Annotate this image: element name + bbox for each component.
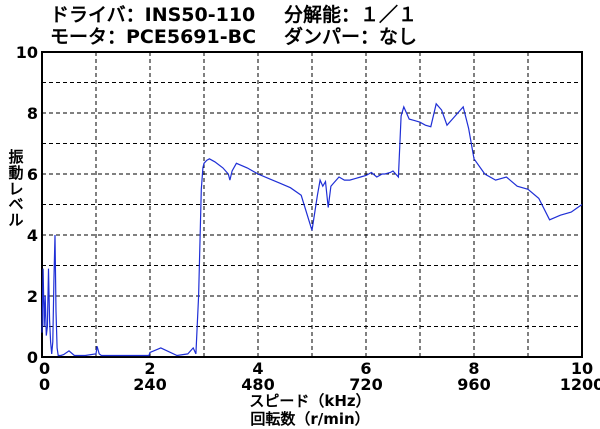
x-tick-label: 10: [571, 359, 593, 378]
x2-tick-label: 0: [39, 375, 50, 394]
x-tick-label: 4: [252, 359, 263, 378]
y-axis-label: 振動レベル: [8, 148, 24, 229]
motor-label: モータ：PCE5691-BC: [50, 26, 257, 48]
y-tick-label: 8: [27, 104, 38, 123]
x-axis-label: スピード（kHz）: [249, 392, 371, 410]
x2-axis-label: 回転数（r/min）: [250, 410, 370, 428]
x-tick-label: 6: [360, 359, 371, 378]
x2-tick-label: 960: [457, 375, 490, 394]
damper-label: ダンパー：なし: [284, 26, 418, 48]
x-tick-label: 8: [468, 359, 479, 378]
x2-tick-label: 240: [133, 375, 166, 394]
resolution-label: 分解能：１／１: [284, 4, 418, 26]
grid-lines: [42, 52, 582, 357]
driver-label: ドライバ：INS50-110: [50, 4, 256, 26]
x2-tick-label: 1200: [560, 375, 600, 394]
y-tick-label: 10: [16, 43, 38, 62]
y-tick-label: 4: [27, 226, 38, 245]
x2-tick-labels: 0 240 480 720 960 1200: [39, 375, 600, 394]
x-tick-label: 2: [144, 359, 155, 378]
y-tick-labels: 0 2 4 6 8 10: [16, 43, 38, 367]
y-tick-label: 6: [27, 165, 38, 184]
y-tick-label: 0: [27, 348, 38, 367]
x-tick-labels: 0 2 4 6 8 10: [39, 359, 593, 378]
vibration-series-line: [41, 102, 583, 357]
x2-tick-label: 480: [241, 375, 274, 394]
x2-tick-label: 720: [349, 375, 382, 394]
x-tick-label: 0: [39, 359, 50, 378]
y-tick-label: 2: [27, 287, 38, 306]
